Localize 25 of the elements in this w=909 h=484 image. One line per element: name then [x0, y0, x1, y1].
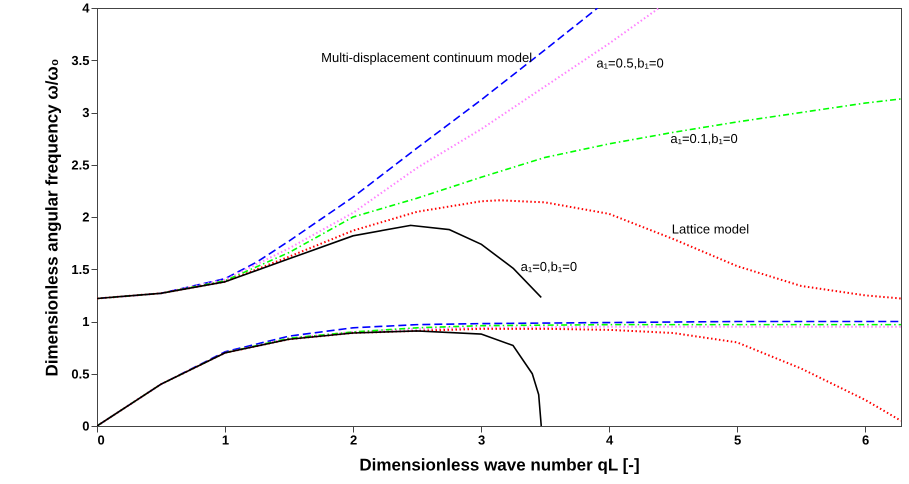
annotation: Multi-displacement continuum model	[321, 50, 532, 66]
y-tick-label: 3	[82, 105, 90, 120]
annotation: a₁=0.5,b₁=0	[596, 56, 664, 71]
y-tick-label: 1.5	[71, 262, 90, 277]
line-series	[97, 330, 542, 426]
y-tick-label: 2	[82, 210, 90, 224]
y-axis-title: Dimensionless angular frequency ω/ω₀	[42, 58, 62, 376]
x-tick-label: 1	[222, 432, 230, 448]
y-tick-label: 3.5	[71, 52, 90, 68]
y-tick-label: 4	[82, 0, 90, 16]
x-tick-label: 4	[606, 432, 614, 448]
x-tick-label: 5	[734, 432, 742, 448]
x-tick-label: 0	[98, 432, 105, 448]
annotation: a₁=0,b₁=0	[520, 259, 578, 274]
x-tick-label: 3	[478, 432, 486, 448]
line-series	[97, 199, 901, 300]
y-tick-label: 2.5	[71, 157, 90, 172]
x-axis-title: Dimensionless wave number qL [-]	[359, 456, 640, 474]
annotation: Lattice model	[672, 222, 750, 237]
y-tick-label: 0.5	[71, 366, 90, 382]
annotation: a₁=0.1,b₁=0	[670, 130, 738, 146]
x-tick-label: 6	[862, 432, 870, 448]
x-tick-label: 2	[350, 432, 358, 448]
y-tick-label: 1	[82, 314, 90, 329]
y-tick-label: 0	[82, 418, 90, 434]
